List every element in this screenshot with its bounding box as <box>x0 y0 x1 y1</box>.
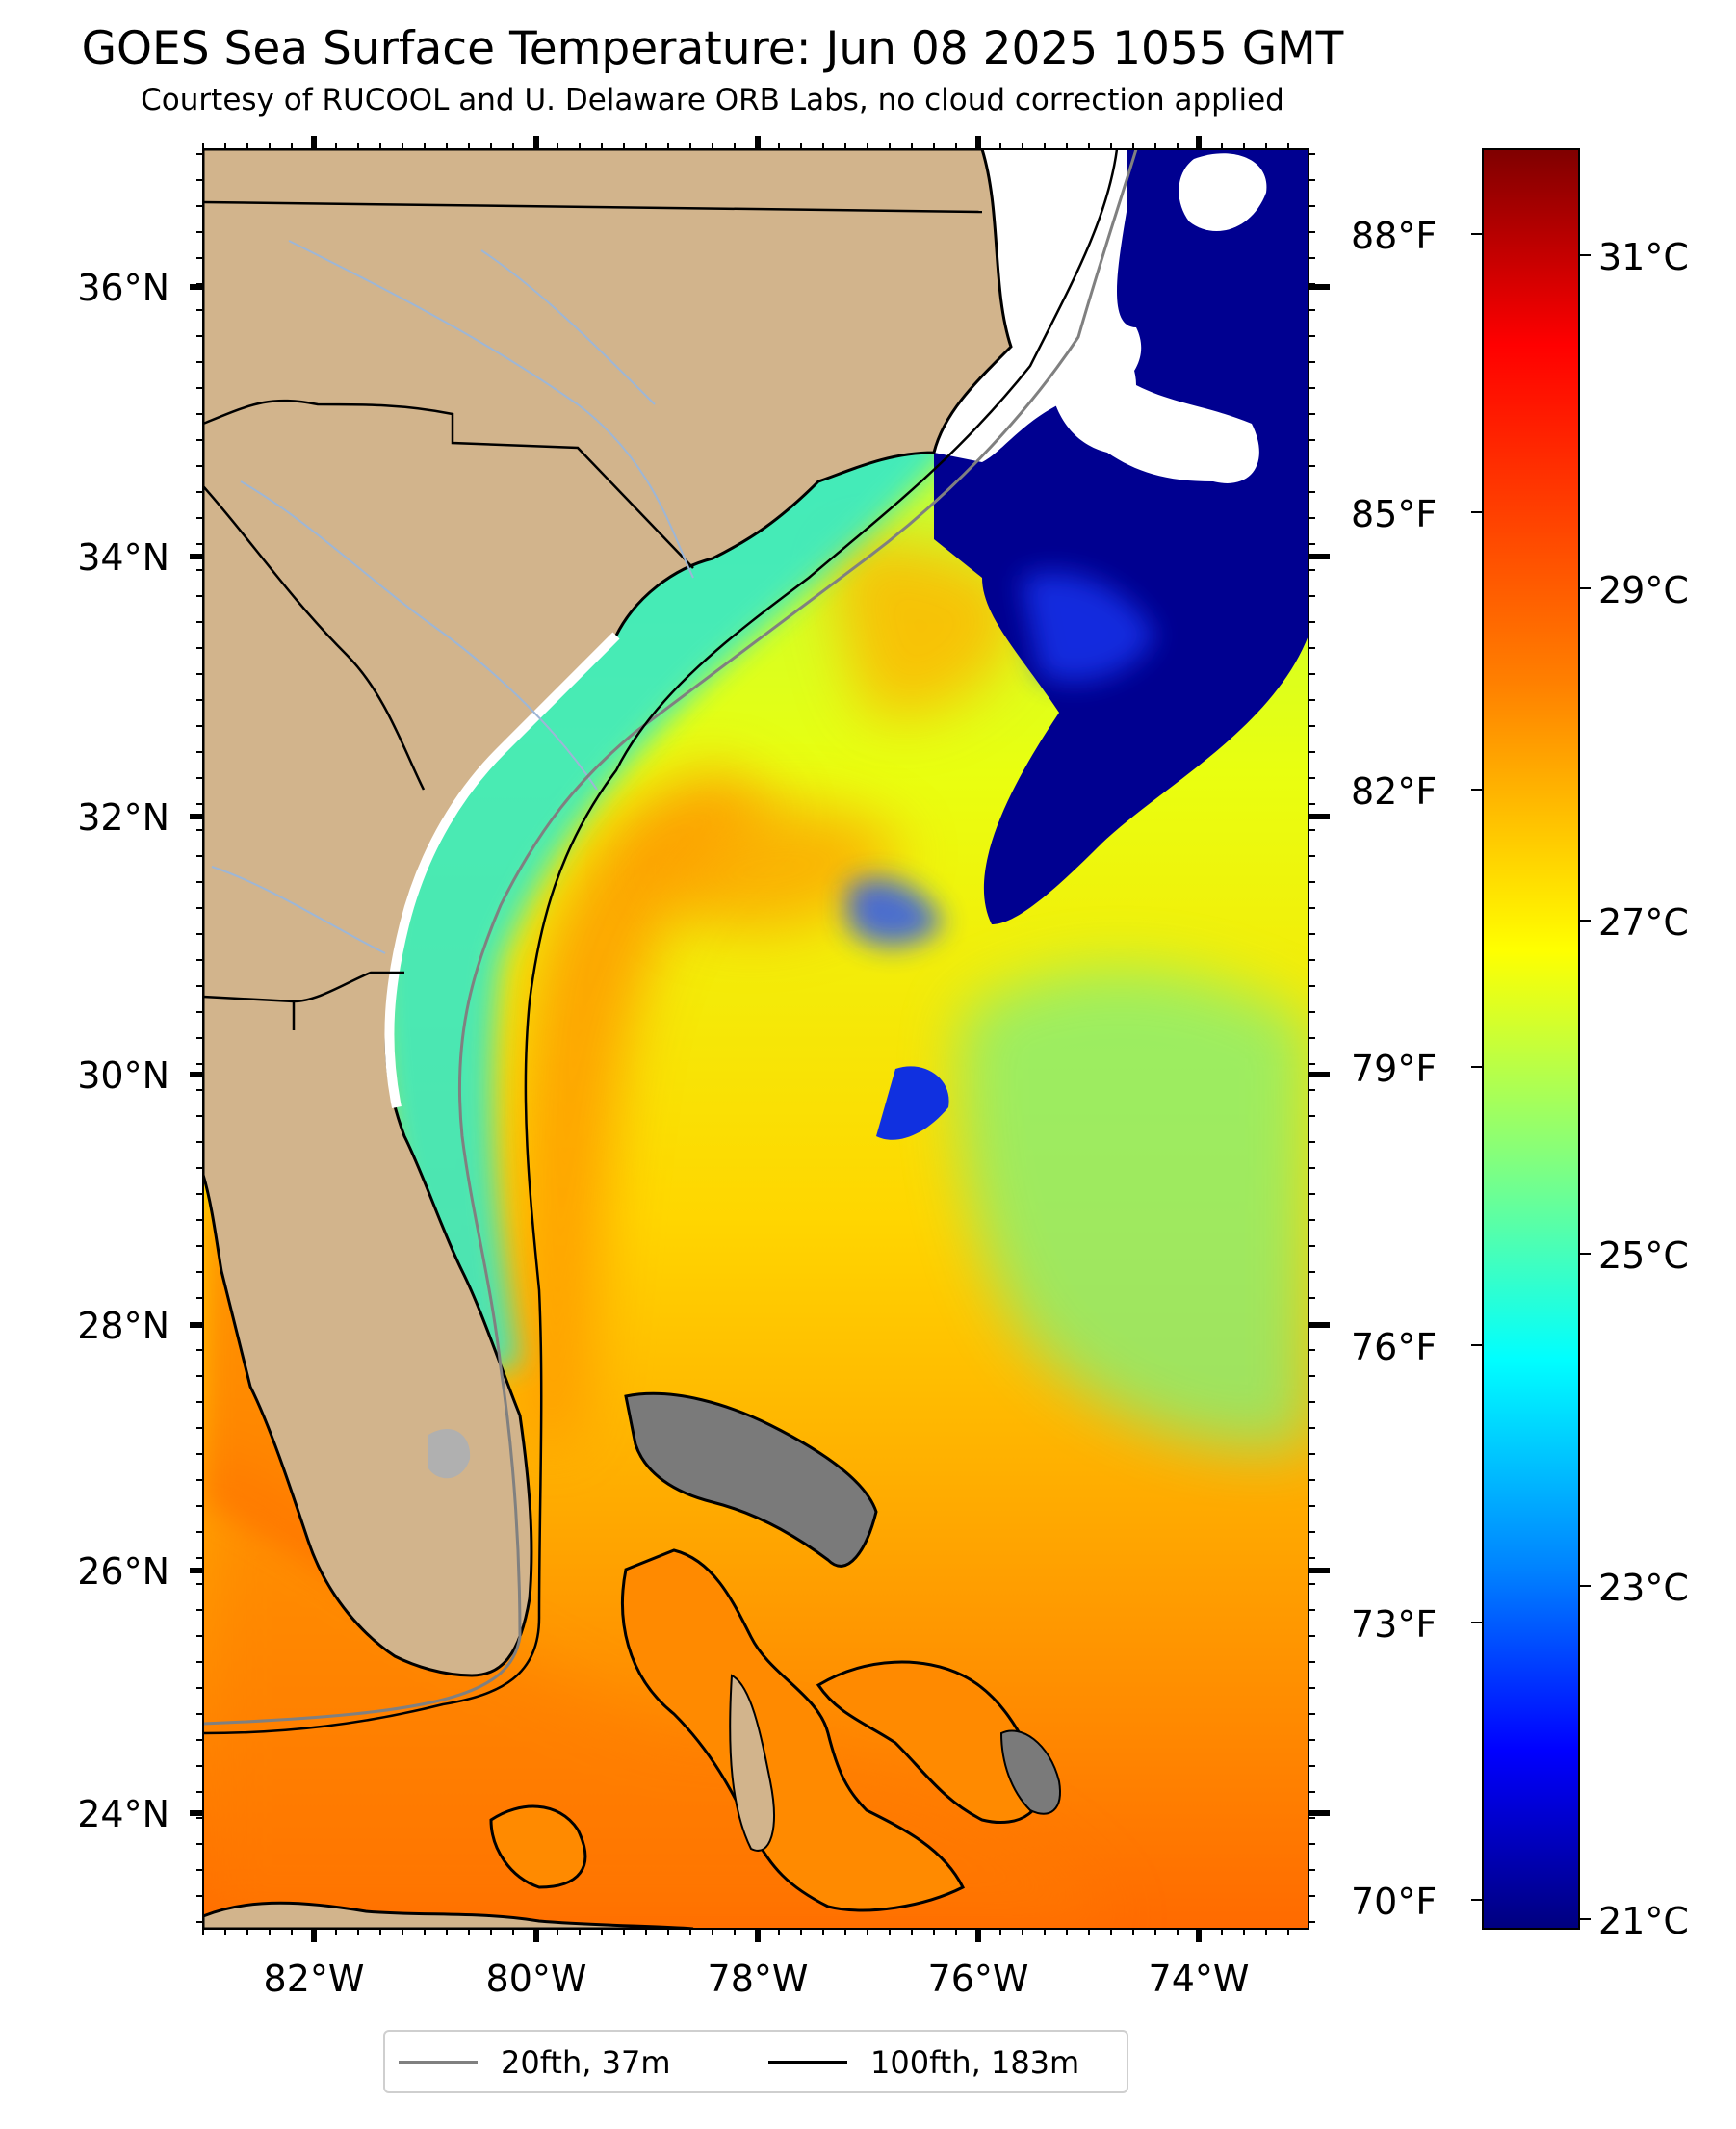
fahrenheit-tick-label: 70°F <box>1351 1881 1437 1923</box>
lon-tick-label: 78°W <box>708 1958 809 2000</box>
lake-okeechobee <box>428 1429 471 1479</box>
lat-tick-label: 26°N <box>77 1550 169 1593</box>
fahrenheit-tick-label: 85°F <box>1351 493 1437 535</box>
colorbar <box>1482 148 1580 1930</box>
river-2 <box>240 480 598 791</box>
lat-tick-label: 32°N <box>77 796 169 839</box>
colorbar-tick-label: 21°C <box>1598 1900 1689 1942</box>
border-va-nc <box>203 200 983 214</box>
colorbar-tick-label: 31°C <box>1598 236 1689 278</box>
colorbar-tick-marks <box>1471 233 1591 1920</box>
island-grand-bahama-bank <box>624 1391 878 1568</box>
border-ga-fl <box>203 971 404 1003</box>
legend-item-100fth: 100fth, 183m <box>768 2043 1079 2082</box>
colorbar-tick-label: 27°C <box>1598 901 1689 944</box>
legend-swatch-100fth <box>768 2061 847 2064</box>
longitude-tick-labels: 82°W 80°W 78°W 76°W 74°W <box>264 1958 1250 2000</box>
lon-tick-label: 76°W <box>928 1958 1029 2000</box>
lon-tick-label: 74°W <box>1149 1958 1250 2000</box>
fahrenheit-tick-label: 73°F <box>1351 1603 1437 1646</box>
gulf-stream-warm-band <box>518 770 790 1444</box>
cool-eddy-east <box>959 968 1308 1448</box>
map-area <box>203 149 1308 1929</box>
lon-tick-label: 82°W <box>264 1958 365 2000</box>
legend-swatch-20fth <box>399 2061 478 2064</box>
colorbar-tick-labels: 31°C 29°C 27°C 25°C 23°C 21°C <box>1598 236 1689 1942</box>
fahrenheit-tick-label: 88°F <box>1351 215 1437 257</box>
map-title: GOES Sea Surface Temperature: Jun 08 202… <box>81 22 1344 75</box>
cuba-coast <box>203 1901 694 1929</box>
lat-tick-label: 34°N <box>77 536 169 579</box>
lat-tick-label: 30°N <box>77 1054 169 1097</box>
bahamas-warm-water <box>203 1444 1116 1929</box>
border-nc-sc <box>203 399 694 569</box>
fahrenheit-tick-label: 82°F <box>1351 770 1437 813</box>
river-3 <box>211 866 386 954</box>
colorbar-tick-label: 23°C <box>1598 1567 1689 1609</box>
fahrenheit-tick-label: 76°F <box>1351 1326 1437 1368</box>
island-cay-sal-bank <box>489 1804 587 1889</box>
blue-patch-south <box>876 1066 949 1140</box>
colorbar-tick-label: 25°C <box>1598 1234 1689 1277</box>
map-subtitle: Courtesy of RUCOOL and U. Delaware ORB L… <box>141 83 1284 117</box>
island-andros <box>729 1674 775 1852</box>
cloud-mask-offshore <box>1048 325 1259 483</box>
island-eleuthera <box>999 1729 1061 1815</box>
island-great-bahama-bank <box>621 1548 966 1912</box>
isobath-20fth <box>203 149 1138 1726</box>
cloud-mask-northeast <box>1179 153 1267 231</box>
latitude-tick-labels: 36°N 34°N 32°N 30°N 28°N 26°N 24°N <box>77 267 169 1835</box>
isobath-legend: 20fth, 37m 100fth, 183m <box>383 2030 1128 2093</box>
blue-patch <box>1021 572 1155 682</box>
map-tick-marks <box>190 136 1330 1942</box>
fahrenheit-tick-labels: 88°F 85°F 82°F 79°F 76°F 73°F 70°F <box>1351 215 1437 1923</box>
river-4 <box>480 249 656 405</box>
fahrenheit-tick-label: 79°F <box>1351 1048 1437 1090</box>
legend-label-100fth: 100fth, 183m <box>870 2044 1080 2081</box>
lon-tick-label: 80°W <box>486 1958 587 2000</box>
warm-filament-north <box>835 539 1021 718</box>
lat-tick-label: 24°N <box>77 1793 169 1835</box>
blue-patch-central <box>847 878 944 947</box>
warm-eddy <box>635 806 905 932</box>
legend-label-20fth: 20fth, 37m <box>501 2044 671 2081</box>
border-sc-ga <box>203 485 426 791</box>
lat-tick-label: 36°N <box>77 267 169 309</box>
coastal-white-strip <box>384 632 620 1108</box>
isobath-100fth <box>203 149 1119 1735</box>
us-southeast-land <box>203 149 1013 1677</box>
colorbar-tick-label: 29°C <box>1598 569 1689 611</box>
lat-tick-label: 28°N <box>77 1305 169 1347</box>
legend-item-20fth: 20fth, 37m <box>399 2043 670 2082</box>
river-1 <box>288 240 694 579</box>
